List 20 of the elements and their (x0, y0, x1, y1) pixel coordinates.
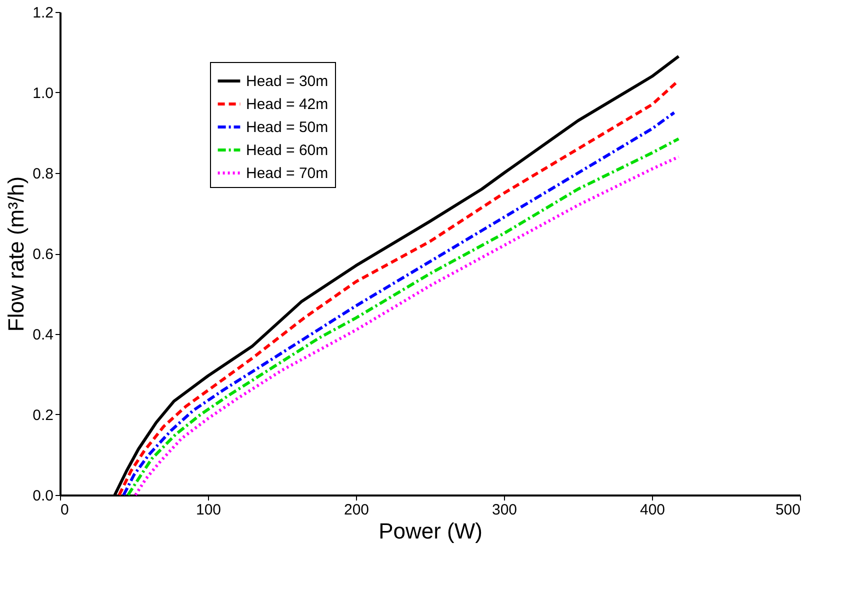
y-tick-label: 0.0 (32, 488, 54, 504)
legend-label: Head = 30m (246, 73, 328, 90)
x-tick-label: 200 (344, 502, 370, 518)
y-tick-label: 1.2 (32, 4, 54, 22)
x-axis-title: Power (W) (378, 518, 482, 544)
legend-label: Head = 50m (246, 119, 328, 136)
y-tick-label: 0.4 (32, 326, 54, 344)
legend-label: Head = 42m (246, 96, 328, 113)
x-tick-label: 100 (196, 502, 222, 518)
x-tick-label: 0 (60, 502, 69, 518)
y-tick-label: 0.2 (32, 407, 54, 424)
legend-label: Head = 60m (246, 142, 328, 159)
y-axis-title: Flow rate (m³/h) (4, 176, 29, 332)
x-tick-label: 500 (775, 502, 800, 518)
y-tick-label: 1.0 (32, 85, 54, 102)
legend-label: Head = 70m (246, 165, 328, 182)
y-tick-label: 0.8 (32, 166, 54, 182)
x-tick-label: 300 (492, 502, 518, 518)
y-tick-label: 0.6 (32, 246, 54, 263)
x-tick-label: 400 (640, 502, 666, 518)
